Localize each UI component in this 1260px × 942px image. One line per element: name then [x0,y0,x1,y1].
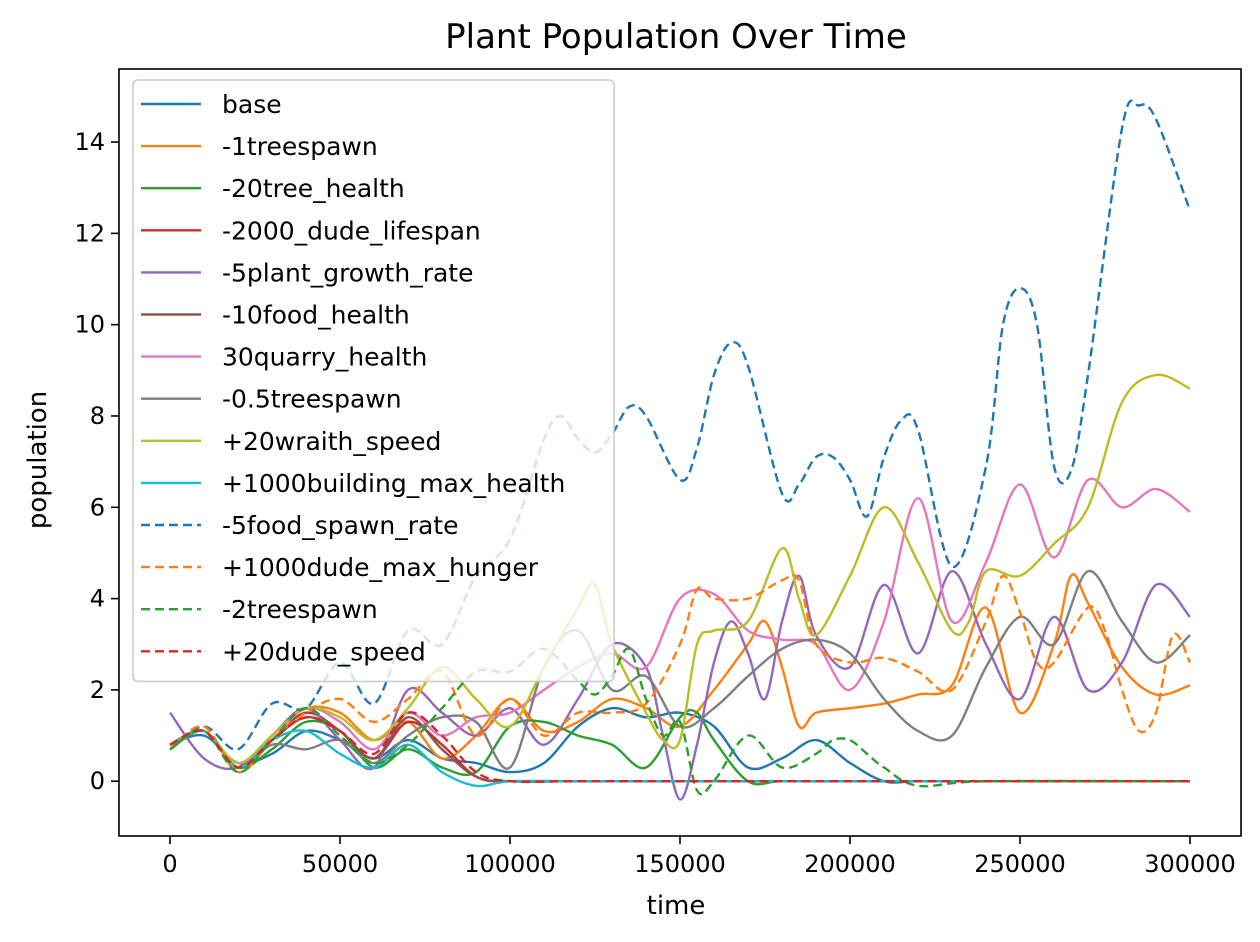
plot-frame [118,68,1242,837]
chart-title: Plant Population Over Time [445,17,907,57]
legend-label: -2000_dude_lifespan [222,216,481,245]
y-tick-label: 0 [90,767,105,795]
y-tick-label: 6 [90,493,105,521]
x-tick-label: 150000 [634,850,726,878]
ticks-layer: 0 50000 100000 150000 200000 250000 300000 0 2 4 6… [74,128,1235,878]
legend-label: -5plant_growth_rate [222,258,473,287]
series-line-4 [169,570,1191,801]
y-axis-label: population [23,391,53,529]
x-tick-label: 50000 [302,850,378,878]
legend: base -1treespawn -20tree_health -2000_dude_… [132,79,615,683]
series-layer [169,99,1192,801]
legend-label: +20wraith_speed [222,427,441,456]
series-line-10 [169,99,1192,751]
x-tick-label: 0 [162,850,177,878]
y-tick-label: 10 [74,311,105,339]
legend-label: +1000dude_max_hunger [222,553,539,582]
y-tick-label: 2 [90,676,105,704]
legend-label: +1000building_max_health [222,469,565,498]
x-tick-label: 200000 [804,850,896,878]
legend-label: -2treespawn [222,595,378,624]
series-line-13 [169,711,1190,784]
y-tick-label: 12 [74,219,105,247]
y-tick-label: 4 [90,585,105,613]
y-tick-label: 8 [90,402,105,430]
legend-box [132,79,615,683]
legend-label: -0.5treespawn [222,385,402,414]
legend-label: +20dude_speed [222,637,426,666]
x-tick-label: 100000 [464,850,556,878]
x-tick-label: 300000 [1144,850,1236,878]
legend-label: -10food_health [222,301,410,330]
legend-label: base [222,90,282,119]
x-tick-label: 250000 [974,850,1066,878]
series-line-8 [169,373,1191,765]
legend-label: 30quarry_health [222,343,427,372]
series-line-7 [169,569,1191,770]
y-tick-label: 14 [74,128,105,156]
legend-label: -20tree_health [222,174,405,203]
legend-label: -5food_spawn_rate [222,511,458,540]
x-axis-label: time [647,891,706,921]
legend-label: -1treespawn [222,132,378,161]
series-line-1 [169,573,1191,769]
series-line-6 [169,477,1191,769]
